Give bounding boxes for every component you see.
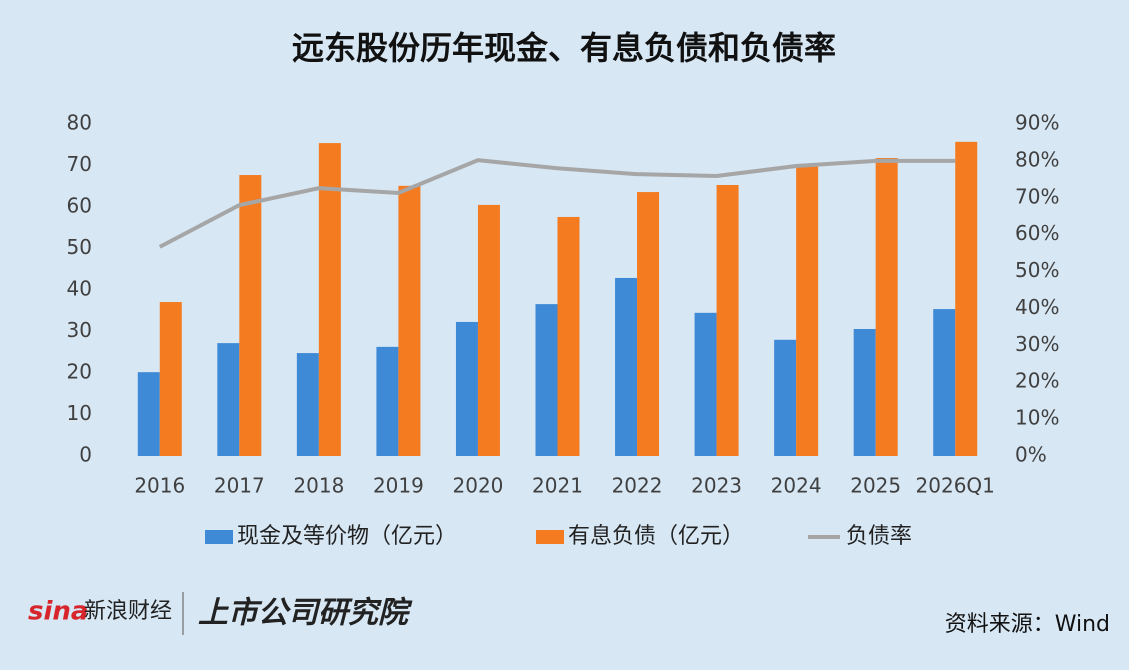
bar: [217, 343, 240, 456]
x-tick-label: 2023: [691, 474, 742, 498]
bar: [455, 321, 478, 456]
legend-swatch: [205, 530, 233, 544]
y2-tick-label: 20%: [1015, 369, 1059, 393]
bar: [239, 175, 262, 457]
y-tick-label: 40: [67, 277, 92, 301]
legend-label: 负债率: [846, 524, 912, 549]
y2-tick-label: 40%: [1015, 295, 1059, 319]
bar: [376, 346, 399, 456]
chart-title: 远东股份历年现金、有息负债和负债率: [292, 29, 836, 67]
y2-tick-label: 10%: [1015, 406, 1059, 430]
y2-tick-label: 0%: [1015, 443, 1047, 467]
y-tick-label: 60: [67, 194, 92, 218]
bar: [955, 141, 978, 456]
bar: [694, 312, 717, 456]
bar: [159, 302, 182, 456]
legend-label: 有息负债（亿元）: [568, 524, 744, 549]
bar: [875, 158, 898, 456]
brand-logo: sina: [28, 597, 88, 627]
brand-name: 新浪财经: [84, 599, 172, 624]
y-tick-label: 80: [67, 111, 92, 135]
source-note: 资料来源：Wind: [945, 612, 1110, 637]
bar: [535, 304, 558, 456]
y-tick-label: 50: [67, 235, 92, 259]
bar: [296, 353, 319, 456]
bar: [716, 185, 739, 456]
bar: [318, 143, 341, 456]
y-tick-label: 70: [67, 152, 92, 176]
bar: [774, 339, 797, 456]
bar: [557, 216, 580, 456]
x-tick-label: 2021: [532, 474, 583, 498]
x-tick-label: 2024: [771, 474, 822, 498]
x-tick-label: 2016: [134, 474, 185, 498]
legend-swatch: [536, 530, 564, 544]
bar: [615, 277, 638, 456]
y2-tick-label: 90%: [1015, 111, 1059, 135]
x-tick-label: 2020: [453, 474, 504, 498]
legend-label: 现金及等价物（亿元）: [237, 524, 457, 549]
bar: [853, 329, 876, 456]
y2-tick-label: 50%: [1015, 258, 1059, 282]
x-tick-label: 2026Q1: [916, 474, 995, 498]
bar: [933, 309, 956, 456]
institute-logo: 上市公司研究院: [198, 596, 413, 631]
bar: [137, 372, 160, 456]
y2-tick-label: 30%: [1015, 332, 1059, 356]
y2-tick-label: 60%: [1015, 221, 1059, 245]
x-tick-label: 2019: [373, 474, 424, 498]
y2-tick-label: 80%: [1015, 147, 1059, 171]
bar: [398, 185, 421, 456]
x-tick-label: 2025: [850, 474, 901, 498]
x-tick-label: 2017: [214, 474, 265, 498]
bar: [796, 165, 819, 456]
y-tick-label: 20: [67, 360, 92, 384]
y-tick-label: 0: [79, 443, 92, 467]
bar: [637, 192, 660, 456]
bar: [477, 204, 500, 456]
line: [158, 158, 956, 249]
y2-tick-label: 70%: [1015, 184, 1059, 208]
y-tick-label: 10: [67, 401, 92, 425]
x-tick-label: 2022: [612, 474, 663, 498]
y-tick-label: 30: [67, 318, 92, 342]
x-tick-label: 2018: [293, 474, 344, 498]
